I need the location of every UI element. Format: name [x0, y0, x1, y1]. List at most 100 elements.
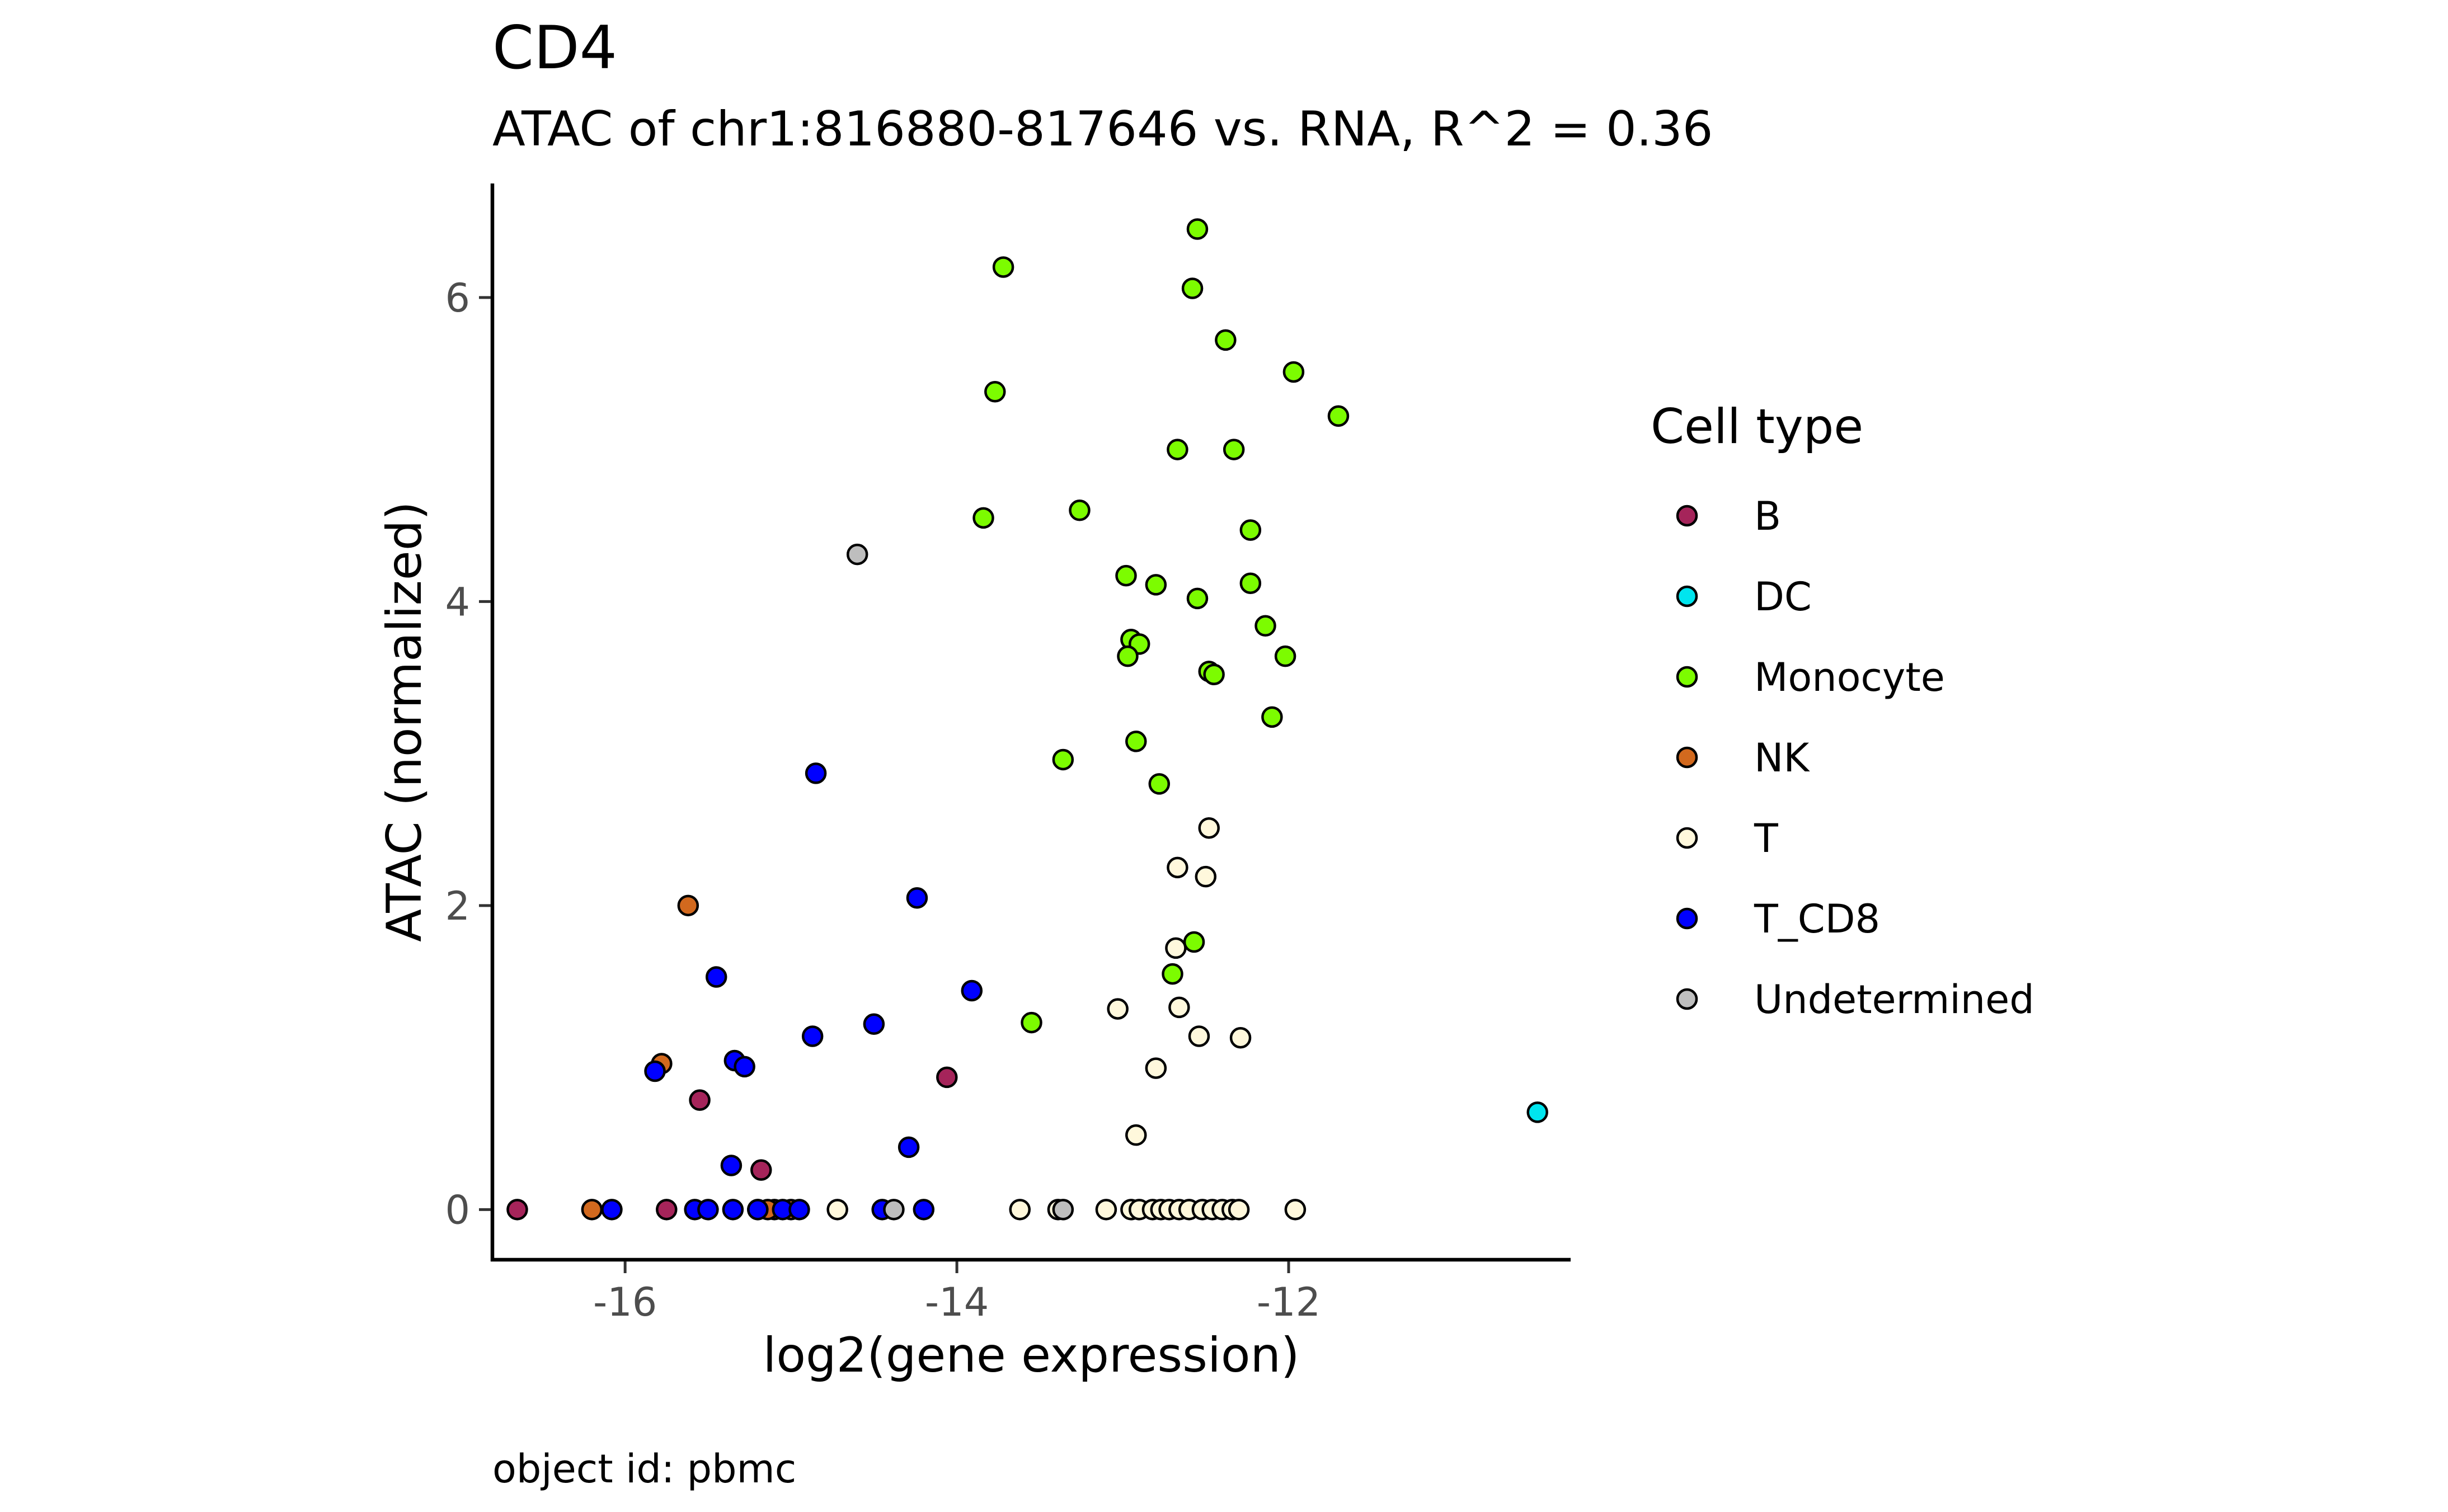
point-t	[1167, 856, 1188, 879]
point-monocyte	[1261, 706, 1283, 728]
point-monocyte	[1215, 329, 1237, 351]
y-axis-ticks: 0 2 4 6	[445, 275, 491, 1233]
point-b	[656, 1199, 678, 1221]
legend-label-undetermined: Undetermined	[1754, 977, 2034, 1023]
point-t	[1229, 1026, 1252, 1049]
point-monocyte	[1239, 572, 1262, 594]
point-dc	[1526, 1101, 1548, 1123]
x-axis-title: log2(gene expression)	[763, 1327, 1299, 1383]
point-t	[1168, 996, 1190, 1019]
legend-label-dc: DC	[1754, 574, 1812, 620]
point-undetermined	[883, 1199, 905, 1221]
point-t	[1125, 1124, 1147, 1146]
point-t	[1284, 1199, 1307, 1221]
point-nk	[677, 894, 699, 917]
point-monocyte	[1223, 439, 1245, 460]
chart-title: CD4	[492, 13, 617, 82]
point-t-cd8	[906, 887, 928, 909]
legend-key-b	[1676, 505, 1698, 527]
point-t-cd8	[722, 1199, 744, 1221]
legend-key-t-cd8	[1676, 907, 1698, 930]
point-t	[1107, 998, 1129, 1020]
point-monocyte	[1021, 1011, 1042, 1034]
point-monocyte	[1239, 519, 1262, 541]
point-t	[1009, 1199, 1031, 1221]
point-monocyte	[1148, 773, 1171, 795]
point-monocyte	[1186, 587, 1209, 610]
point-b	[506, 1199, 528, 1221]
point-monocyte	[1186, 218, 1209, 240]
point-t	[1188, 1025, 1210, 1047]
point-t-cd8	[961, 979, 983, 1002]
point-monocyte	[1052, 748, 1074, 771]
legend-label-t-cd8: T_CD8	[1754, 896, 1880, 942]
point-t-cd8	[705, 966, 727, 988]
point-undetermined	[846, 543, 868, 566]
y-axis-title: ATAC (normalized)	[377, 501, 433, 942]
point-t-cd8	[644, 1060, 666, 1082]
chart-caption: object id: pbmc	[492, 1446, 796, 1492]
point-monocyte	[1125, 731, 1147, 752]
point-b	[750, 1159, 772, 1181]
legend: B DC Monocyte NK T T_CD8 Undetermined	[1676, 493, 2034, 1023]
point-undetermined	[1052, 1199, 1074, 1221]
point-t-cd8	[747, 1199, 769, 1221]
legend-label-monocyte: Monocyte	[1754, 654, 1945, 700]
y-tick-label: 0	[445, 1187, 470, 1233]
legend-label-nk: NK	[1754, 735, 1810, 781]
point-monocyte	[1181, 277, 1204, 299]
point-t-cd8	[734, 1056, 755, 1078]
point-monocyte	[984, 381, 1006, 403]
point-nk	[581, 1199, 603, 1221]
point-monocyte	[1069, 500, 1091, 521]
legend-title: Cell type	[1651, 399, 1863, 455]
x-axis-ticks: -16 -14 -12	[593, 1261, 1321, 1325]
point-monocyte	[1274, 645, 1296, 667]
x-tick-label: -14	[925, 1279, 989, 1325]
point-t	[1228, 1199, 1250, 1221]
legend-label-b: B	[1754, 493, 1781, 539]
point-t	[1165, 937, 1187, 959]
legend-key-dc	[1676, 585, 1698, 607]
point-t-cd8	[788, 1199, 810, 1221]
point-monocyte	[1115, 564, 1137, 587]
point-t-cd8	[913, 1199, 935, 1221]
point-monocyte	[1254, 615, 1276, 637]
legend-key-nk	[1676, 746, 1698, 769]
point-monocyte	[1183, 931, 1205, 953]
point-monocyte	[972, 507, 994, 529]
legend-key-monocyte	[1676, 666, 1698, 688]
y-tick-label: 2	[445, 883, 470, 929]
legend-key-t	[1676, 827, 1698, 849]
point-t-cd8	[898, 1136, 920, 1158]
point-monocyte	[1203, 663, 1225, 686]
point-t	[1095, 1199, 1117, 1221]
legend-key-undetermined	[1676, 988, 1698, 1010]
point-t	[1145, 1057, 1167, 1079]
point-t-cd8	[697, 1199, 719, 1221]
point-monocyte	[1145, 574, 1167, 596]
point-monocyte	[1117, 645, 1139, 667]
data-points	[506, 218, 1548, 1221]
y-tick-label: 6	[445, 275, 470, 321]
point-t-cd8	[720, 1155, 743, 1176]
point-t-cd8	[805, 762, 827, 784]
point-t	[826, 1199, 848, 1221]
y-tick-label: 4	[445, 579, 470, 625]
point-t	[1198, 817, 1220, 839]
x-tick-label: -12	[1257, 1279, 1321, 1325]
point-monocyte	[1282, 361, 1305, 383]
point-monocyte	[1327, 405, 1350, 427]
point-monocyte	[1162, 963, 1183, 985]
chart-subtitle: ATAC of chr1:816880-817646 vs. RNA, R^2 …	[492, 101, 1713, 157]
point-t-cd8	[863, 1013, 885, 1035]
point-b	[936, 1066, 958, 1089]
point-monocyte	[1167, 439, 1188, 460]
point-b	[689, 1089, 711, 1111]
point-t-cd8	[601, 1199, 623, 1221]
point-monocyte	[992, 256, 1014, 278]
point-t-cd8	[801, 1025, 824, 1047]
point-t	[1195, 865, 1217, 888]
legend-label-t: T	[1754, 816, 1778, 861]
